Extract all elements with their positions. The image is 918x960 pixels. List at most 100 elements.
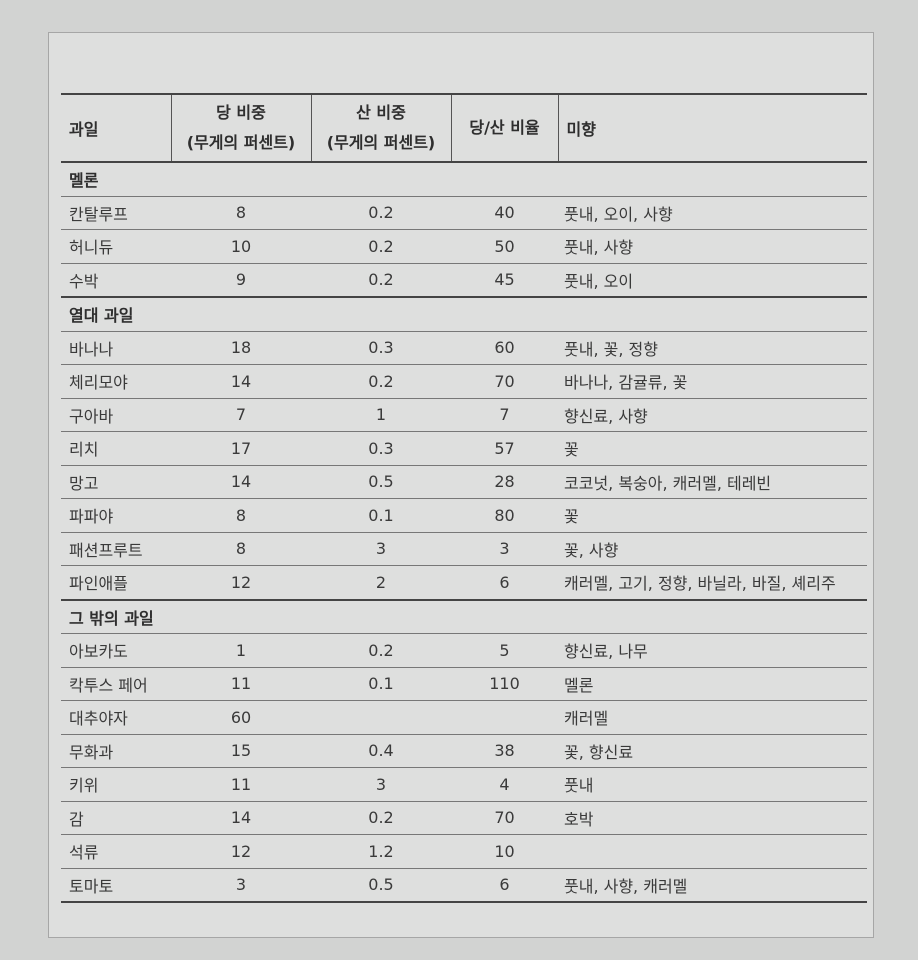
cell-flavor: 향신료, 사향 bbox=[558, 398, 867, 432]
cell-ratio: 50 bbox=[451, 229, 558, 264]
cell-acid: 0.5 bbox=[311, 465, 451, 499]
cell-acid: 0.2 bbox=[311, 801, 451, 835]
header-sugar-line1: 당 비중 bbox=[216, 103, 266, 122]
cell-ratio: 57 bbox=[451, 431, 558, 466]
cell-sugar: 3 bbox=[171, 868, 311, 903]
cell-name: 파인애플 bbox=[61, 565, 171, 600]
table-row: 파파야 8 0.1 80 꽃 bbox=[61, 498, 867, 533]
category-row: 열대 과일 bbox=[61, 296, 867, 332]
cell-flavor: 풋내 bbox=[558, 767, 867, 802]
fruit-sugar-acid-table: 과일 당 비중 (무게의 퍼센트) 산 비중 (무게의 퍼센트) 당/산 비율 … bbox=[61, 93, 867, 903]
cell-name: 수박 bbox=[61, 263, 171, 298]
cell-flavor: 풋내, 오이 bbox=[558, 263, 867, 298]
cell-acid: 0.3 bbox=[311, 431, 451, 466]
cell-sugar: 14 bbox=[171, 801, 311, 835]
cell-acid: 0.5 bbox=[311, 868, 451, 903]
table-row: 파인애플 12 2 6 캐러멜, 고기, 정향, 바닐라, 바질, 셰리주 bbox=[61, 565, 867, 600]
cell-acid: 0.4 bbox=[311, 734, 451, 768]
cell-acid: 0.1 bbox=[311, 667, 451, 701]
cell-acid: 3 bbox=[311, 532, 451, 566]
cell-name: 파파야 bbox=[61, 498, 171, 533]
category-label: 열대 과일 bbox=[61, 296, 867, 332]
page-frame: 과일 당 비중 (무게의 퍼센트) 산 비중 (무게의 퍼센트) 당/산 비율 … bbox=[48, 32, 874, 938]
cell-name: 토마토 bbox=[61, 868, 171, 903]
cell-flavor: 캐러멜 bbox=[558, 700, 867, 735]
cell-sugar: 8 bbox=[171, 532, 311, 566]
table-row: 토마토 3 0.5 6 풋내, 사향, 캐러멜 bbox=[61, 868, 867, 903]
table-body: 멜론 칸탈루프 8 0.2 40 풋내, 오이, 사향 허니듀 10 0.2 50 풋내, 사향 수박… bbox=[61, 161, 867, 903]
table-row: 망고 14 0.5 28 코코넛, 복숭아, 캐러멜, 테레빈 bbox=[61, 465, 867, 499]
cell-sugar: 9 bbox=[171, 263, 311, 298]
cell-ratio: 110 bbox=[451, 667, 558, 701]
header-sugar-line2: (무게의 퍼센트) bbox=[186, 133, 296, 152]
table-row: 리치 17 0.3 57 꽃 bbox=[61, 431, 867, 466]
cell-name: 구아바 bbox=[61, 398, 171, 432]
header-ratio-label: 당/산 비율 bbox=[469, 118, 540, 137]
cell-ratio: 70 bbox=[451, 801, 558, 835]
cell-acid: 0.2 bbox=[311, 633, 451, 668]
cell-flavor: 풋내, 사향 bbox=[558, 229, 867, 264]
cell-ratio: 38 bbox=[451, 734, 558, 768]
table-row: 칵투스 페어 11 0.1 110 멜론 bbox=[61, 667, 867, 701]
cell-name: 리치 bbox=[61, 431, 171, 466]
cell-flavor: 호박 bbox=[558, 801, 867, 835]
cell-acid bbox=[311, 700, 451, 735]
cell-acid: 0.2 bbox=[311, 263, 451, 298]
cell-sugar: 8 bbox=[171, 498, 311, 533]
header-acid-line1: 산 비중 bbox=[356, 103, 406, 122]
cell-ratio: 6 bbox=[451, 868, 558, 903]
cell-acid: 3 bbox=[311, 767, 451, 802]
cell-ratio: 7 bbox=[451, 398, 558, 432]
header-acid: 산 비중 (무게의 퍼센트) bbox=[311, 93, 452, 163]
category-row: 그 밖의 과일 bbox=[61, 598, 867, 634]
cell-sugar: 18 bbox=[171, 331, 311, 365]
table-row: 키위 11 3 4 풋내 bbox=[61, 767, 867, 802]
cell-flavor: 꽃, 향신료 bbox=[558, 734, 867, 768]
cell-sugar: 1 bbox=[171, 633, 311, 668]
cell-name: 바나나 bbox=[61, 331, 171, 365]
cell-sugar: 60 bbox=[171, 700, 311, 735]
header-sugar: 당 비중 (무게의 퍼센트) bbox=[171, 93, 312, 163]
cell-sugar: 8 bbox=[171, 196, 311, 230]
cell-name: 아보카도 bbox=[61, 633, 171, 668]
cell-flavor: 풋내, 꽃, 정향 bbox=[558, 331, 867, 365]
cell-ratio bbox=[451, 700, 558, 735]
cell-acid: 0.1 bbox=[311, 498, 451, 533]
cell-flavor: 풋내, 사향, 캐러멜 bbox=[558, 868, 867, 903]
cell-sugar: 10 bbox=[171, 229, 311, 264]
cell-flavor: 멜론 bbox=[558, 667, 867, 701]
cell-ratio: 45 bbox=[451, 263, 558, 298]
cell-ratio: 6 bbox=[451, 565, 558, 600]
cell-flavor: 꽃 bbox=[558, 498, 867, 533]
cell-sugar: 12 bbox=[171, 565, 311, 600]
header-ratio: 당/산 비율 bbox=[451, 93, 559, 163]
category-label: 멜론 bbox=[61, 161, 867, 197]
cell-ratio: 40 bbox=[451, 196, 558, 230]
cell-flavor: 꽃, 사향 bbox=[558, 532, 867, 566]
cell-name: 칵투스 페어 bbox=[61, 667, 171, 701]
cell-acid: 2 bbox=[311, 565, 451, 600]
cell-name: 칸탈루프 bbox=[61, 196, 171, 230]
cell-name: 체리모야 bbox=[61, 364, 171, 399]
cell-flavor: 향신료, 나무 bbox=[558, 633, 867, 668]
cell-flavor: 풋내, 오이, 사향 bbox=[558, 196, 867, 230]
header-fruit: 과일 bbox=[61, 93, 172, 163]
table-row: 석류 12 1.2 10 bbox=[61, 834, 867, 869]
table-row: 구아바 7 1 7 향신료, 사향 bbox=[61, 398, 867, 432]
header-row: 과일 당 비중 (무게의 퍼센트) 산 비중 (무게의 퍼센트) 당/산 비율 … bbox=[61, 93, 867, 163]
cell-flavor bbox=[558, 834, 867, 869]
cell-name: 대추야자 bbox=[61, 700, 171, 735]
cell-acid: 1.2 bbox=[311, 834, 451, 869]
cell-flavor: 코코넛, 복숭아, 캐러멜, 테레빈 bbox=[558, 465, 867, 499]
cell-acid: 0.2 bbox=[311, 196, 451, 230]
cell-ratio: 80 bbox=[451, 498, 558, 533]
cell-ratio: 70 bbox=[451, 364, 558, 399]
header-flavor: 미향 bbox=[558, 93, 867, 163]
cell-sugar: 11 bbox=[171, 767, 311, 802]
cell-ratio: 4 bbox=[451, 767, 558, 802]
cell-name: 망고 bbox=[61, 465, 171, 499]
cell-sugar: 17 bbox=[171, 431, 311, 466]
cell-acid: 1 bbox=[311, 398, 451, 432]
table-row: 아보카도 1 0.2 5 향신료, 나무 bbox=[61, 633, 867, 668]
table-row: 허니듀 10 0.2 50 풋내, 사향 bbox=[61, 229, 867, 264]
